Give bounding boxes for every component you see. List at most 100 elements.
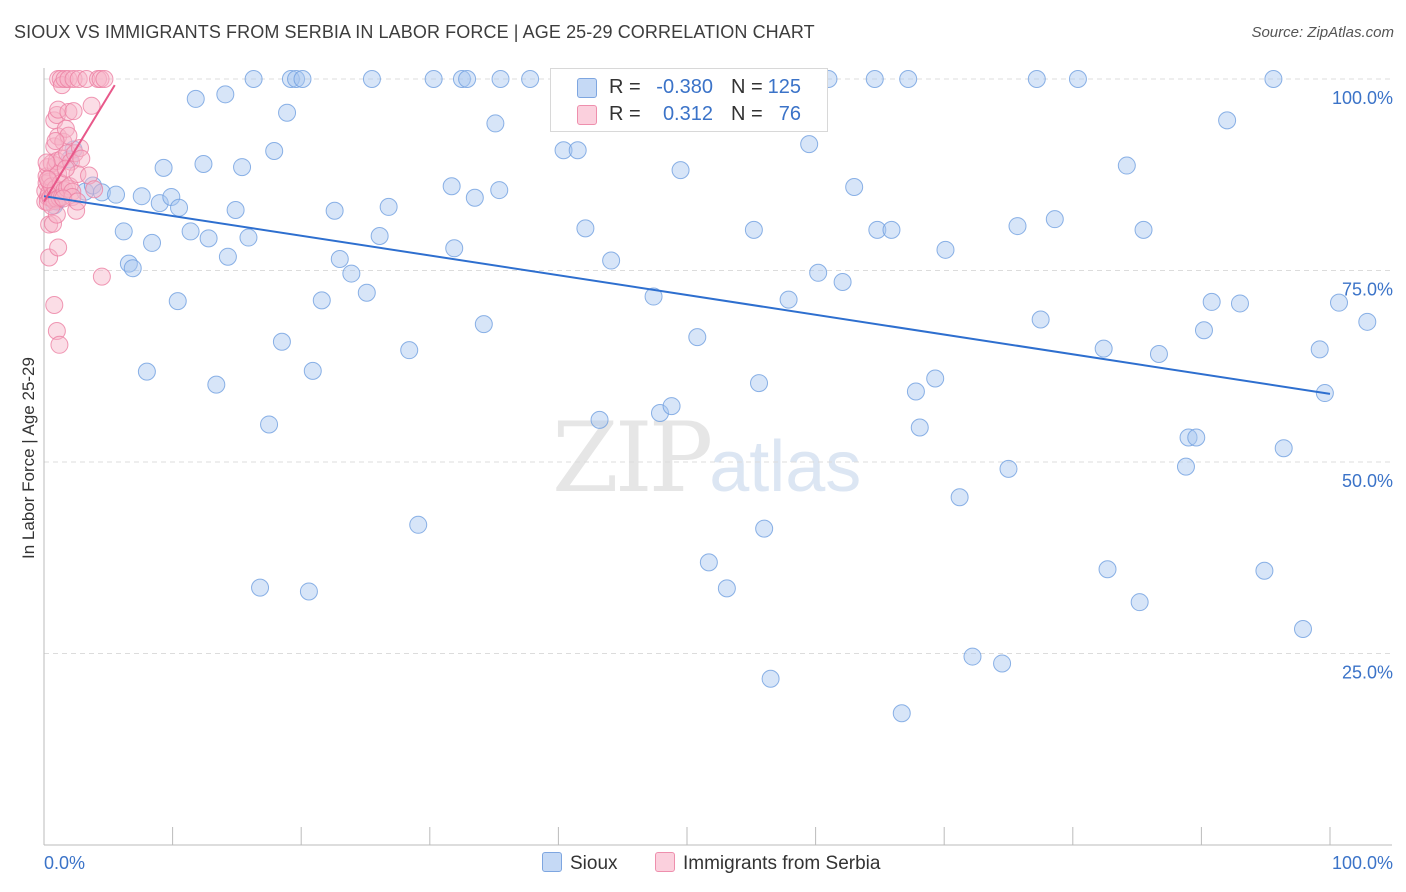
legend-row-sioux: R = -0.380 N = 125 — [551, 73, 827, 101]
serbia-trend-line — [43, 84, 116, 203]
serbia-legend-label: Immigrants from Serbia — [683, 853, 881, 874]
sioux-point — [1230, 294, 1249, 313]
serbia-point — [49, 238, 68, 257]
sioux-point — [554, 141, 573, 160]
sioux-point — [458, 70, 477, 88]
sioux-point — [260, 415, 279, 434]
sioux-point — [216, 85, 235, 104]
sioux-point — [181, 222, 200, 241]
sioux-point — [1358, 312, 1377, 331]
sioux-point — [123, 259, 142, 278]
sioux-swatch — [577, 78, 597, 98]
sioux-point — [278, 103, 297, 122]
sioux-point — [845, 178, 864, 197]
sioux-point — [303, 361, 322, 380]
sioux-point — [576, 219, 595, 238]
sioux-point — [1179, 428, 1198, 447]
sioux-point — [132, 187, 151, 206]
serbia-point — [58, 179, 77, 198]
sioux-point — [882, 220, 901, 239]
chart-title: SIOUX VS IMMIGRANTS FROM SERBIA IN LABOR… — [14, 22, 815, 42]
serbia-point — [49, 127, 68, 146]
sioux-point — [809, 263, 828, 282]
sioux-point — [671, 161, 690, 180]
watermark-atlas: atlas — [709, 427, 862, 507]
sioux-point — [755, 519, 774, 538]
axis-layer — [43, 68, 1392, 846]
sioux-point — [362, 70, 381, 88]
sioux-point — [1130, 593, 1149, 612]
sioux-point — [490, 181, 509, 200]
sioux-point — [168, 292, 187, 311]
sioux-point — [950, 488, 969, 507]
legend-row-serbia: R = 0.312 N = 76 — [551, 100, 827, 128]
watermark: ZIPatlas — [552, 402, 861, 514]
sioux-point — [833, 272, 852, 291]
sioux-point — [899, 70, 918, 88]
serbia-point — [46, 132, 65, 151]
sioux-point — [312, 291, 331, 310]
trend-layer — [43, 84, 1331, 395]
sioux-point — [251, 578, 270, 597]
serbia-point — [85, 180, 104, 199]
sioux-point — [602, 251, 621, 270]
sioux-point — [590, 410, 609, 429]
correlation-legend: R = -0.380 N = 125 R = 0.312 N = 76 — [550, 68, 828, 132]
sioux-point — [865, 70, 884, 88]
sioux-point — [299, 582, 318, 601]
sioux-point — [325, 201, 344, 220]
sioux-point — [409, 515, 428, 534]
sioux-point — [1149, 344, 1168, 363]
legend-r-value: -0.380 — [656, 76, 713, 98]
x-tick-label: 0.0% — [44, 853, 85, 873]
sioux-point — [218, 247, 237, 266]
serbia-point — [80, 166, 99, 185]
y-tick-label: 100.0% — [1332, 88, 1393, 108]
watermark-zip: ZIP — [552, 402, 713, 514]
serbia-point — [50, 335, 69, 354]
sioux-point — [1134, 220, 1153, 239]
serbia-point — [67, 201, 86, 220]
legend-n-label: N = — [731, 103, 763, 125]
legend-n-value: 125 — [767, 76, 801, 98]
sioux-point — [170, 198, 189, 217]
sioux-point — [936, 240, 955, 259]
legend-r-label: R = — [609, 103, 641, 125]
sioux-point — [1098, 560, 1117, 579]
sioux-point — [330, 250, 349, 269]
legend-n-value: 76 — [778, 103, 801, 125]
sioux-point — [150, 194, 169, 213]
sioux-point — [1264, 70, 1283, 88]
sioux-point — [662, 397, 681, 416]
sioux-point — [239, 228, 258, 247]
y-tick-label: 25.0% — [1342, 663, 1393, 683]
sioux-point — [114, 222, 133, 241]
sioux-point — [1310, 340, 1329, 359]
sioux-point — [688, 328, 707, 347]
sioux-point — [186, 89, 205, 108]
sioux-point — [1031, 310, 1050, 329]
sioux-legend-label: Sioux — [570, 853, 618, 874]
serbia-swatch — [577, 105, 597, 125]
sioux-point — [370, 227, 389, 246]
bottom-legend-sioux: Sioux — [542, 852, 618, 875]
serbia-points — [36, 70, 114, 354]
serbia-point — [64, 70, 83, 88]
serbia-point — [64, 102, 83, 121]
serbia-point — [40, 248, 59, 267]
sioux-point — [650, 403, 669, 422]
sioux-point — [568, 141, 587, 160]
sioux-point — [474, 315, 493, 334]
sioux-point — [1045, 210, 1064, 229]
sioux-point — [1068, 70, 1087, 88]
sioux-point — [442, 177, 461, 196]
bottom-legend-serbia: Immigrants from Serbia — [655, 852, 880, 875]
sioux-point — [750, 374, 769, 393]
sioux-point — [465, 188, 484, 207]
sioux-point — [868, 220, 887, 239]
sioux-point — [199, 229, 218, 248]
serbia-point — [45, 295, 64, 314]
sioux-point — [761, 669, 780, 688]
sioux-point — [999, 459, 1018, 478]
